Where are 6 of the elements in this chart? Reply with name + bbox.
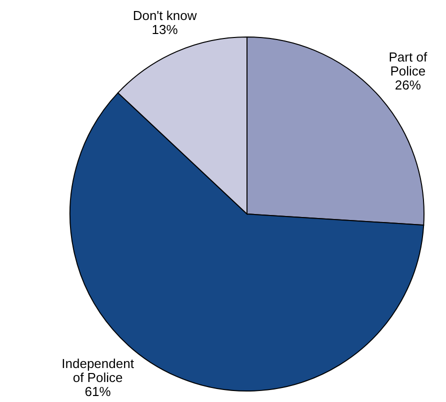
data-label: 13% [152,22,178,38]
data-label: 61% [84,384,112,399]
slice-label: Don't know [132,8,198,24]
slice-label: Independent of Police [62,356,134,385]
slice-label: Part of Police [388,49,428,78]
data-label: 26% [394,77,422,92]
